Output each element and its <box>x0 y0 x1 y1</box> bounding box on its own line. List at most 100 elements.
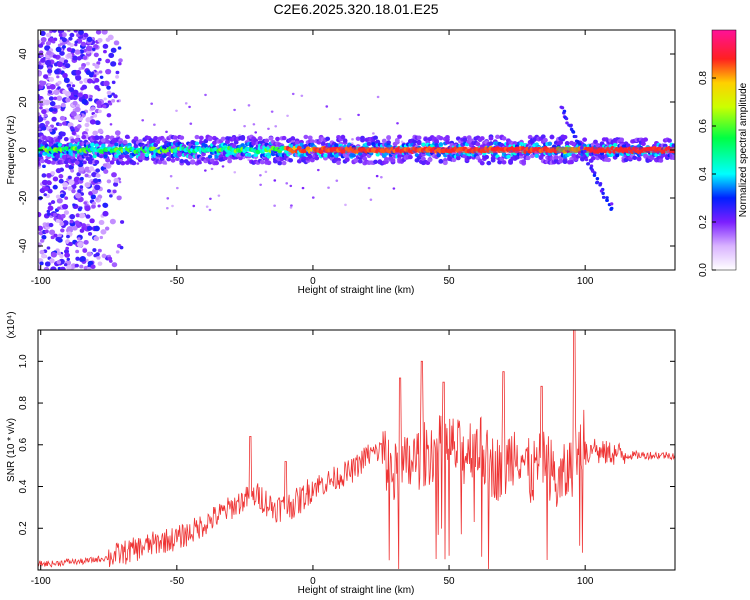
spectrogram-cell <box>615 153 620 158</box>
spectrogram-cell <box>274 125 278 128</box>
x-tick-label: -100 <box>31 576 51 587</box>
spectrogram-cell <box>194 141 200 146</box>
spectrogram-cell <box>367 186 371 190</box>
spectrogram-cell <box>66 264 72 270</box>
spectrogram-cell <box>78 30 84 35</box>
spectrogram-cell <box>78 165 85 172</box>
spectrogram-cell <box>204 93 207 97</box>
spectrogram-cell <box>92 201 96 206</box>
spectrogram-cell <box>172 135 178 140</box>
spectrogram-cell <box>562 159 568 164</box>
spectrogram-cell <box>598 183 602 187</box>
spectrogram-ticks: -100 -50 0 50 100 -40 -20 0 20 40 <box>18 30 675 287</box>
spectrogram-cell <box>69 32 75 38</box>
spectrogram-cell <box>289 206 293 209</box>
spectrogram-cell <box>475 141 481 147</box>
spectrogram-cell <box>58 122 63 127</box>
spectrogram-cell <box>89 119 96 125</box>
colorbar: 0.0 0.2 0.4 0.6 0.8 Normalized spectral ampl… <box>698 29 749 277</box>
spectrogram-cell <box>74 160 80 165</box>
spectrogram-cell <box>344 157 350 163</box>
spectrogram-cell <box>49 212 54 216</box>
spectrogram-cell <box>85 214 91 219</box>
spectrogram-cell <box>93 235 100 242</box>
spectrogram-cell <box>96 104 101 109</box>
spectrogram-cell <box>586 162 591 166</box>
spectrogram-cell <box>109 123 113 126</box>
spectrogram-cell <box>605 198 609 202</box>
spectrogram-cell <box>357 113 360 117</box>
spectrogram-cell <box>74 106 81 113</box>
spectrogram-cell <box>466 155 472 160</box>
spectrogram-cell <box>38 116 44 123</box>
spectrogram-cell <box>153 123 156 126</box>
spectrogram-cell <box>75 249 80 254</box>
spectrogram-cell <box>103 97 107 101</box>
x-tick-label: 100 <box>577 276 594 287</box>
spectrogram-cell <box>62 89 68 95</box>
x-tick-label: -100 <box>31 276 51 287</box>
spectrogram-cell <box>103 49 107 54</box>
spectrogram-cell <box>325 105 329 108</box>
spectrogram-cell <box>562 109 567 113</box>
spectrogram-cell <box>108 102 113 106</box>
spectrogram-cell <box>59 115 66 121</box>
spectrogram-cell <box>63 59 69 64</box>
spectrogram-cell <box>38 71 42 77</box>
spectrogram-cell <box>560 106 565 110</box>
spectrogram-cell <box>60 102 66 108</box>
spectrogram-cell <box>92 47 96 51</box>
spectrogram-cell <box>42 140 47 146</box>
spectrogram-cell <box>214 160 219 166</box>
spectrogram-cell <box>109 194 113 198</box>
spectrogram-cell <box>57 142 62 147</box>
spectrogram-cell <box>47 68 53 74</box>
spectrogram-cell <box>85 70 92 76</box>
spectrogram-cell <box>214 154 219 159</box>
spectrogram-cell <box>549 134 555 140</box>
spectrogram-cell <box>131 160 137 166</box>
spectrogram-cell <box>201 152 206 157</box>
spectrogram-cell <box>372 132 375 135</box>
chart-title: C2E6.2025.320.18.01.E25 <box>273 1 438 17</box>
spectrogram-cell <box>601 195 606 199</box>
spectrogram-cell <box>384 157 389 162</box>
spectrogram-cell <box>66 234 70 239</box>
spectrogram-cell <box>50 160 56 165</box>
spectrogram-cell <box>175 109 178 112</box>
spectrogram-cell <box>144 153 150 158</box>
spectrogram-cell <box>76 124 82 129</box>
spectrogram-cell <box>102 210 109 217</box>
spectrogram-cell <box>179 158 185 164</box>
spectrogram-cell <box>490 158 496 163</box>
spectrogram-cell <box>116 195 122 201</box>
spectrogram-cell <box>99 75 104 79</box>
spectrogram-cell <box>338 117 342 121</box>
spectrogram-cell <box>412 139 418 144</box>
spectrogram-cell <box>609 202 614 206</box>
spectrogram-cell <box>90 115 94 119</box>
spectrogram-cell <box>416 140 422 146</box>
spectrogram-cell <box>78 67 82 71</box>
spectrogram-cell <box>102 104 107 109</box>
spectrogram-cell <box>264 138 270 143</box>
spectrogram-cell <box>525 155 531 161</box>
spectrogram-cell <box>165 130 168 134</box>
spectrogram-cell <box>169 175 173 178</box>
spectrogram-cell <box>289 184 293 188</box>
x-tick-label: 0 <box>310 576 316 587</box>
spectrogram-cell <box>104 226 110 231</box>
spectrogram-cell <box>375 174 379 178</box>
spectrogram-cell <box>43 74 49 79</box>
spectrogram-cell <box>69 213 76 220</box>
y-tick-label: 0.8 <box>18 396 29 410</box>
spectrogram-cell <box>97 37 103 43</box>
spectrogram-cell <box>119 245 124 250</box>
spectrogram-cell <box>231 143 237 149</box>
spectrogram-cell <box>434 139 439 145</box>
spectrogram-cell <box>41 234 47 240</box>
spectrogram-cell <box>61 154 67 160</box>
spectrogram-cell <box>51 116 57 122</box>
spectrogram-cell <box>380 176 383 179</box>
